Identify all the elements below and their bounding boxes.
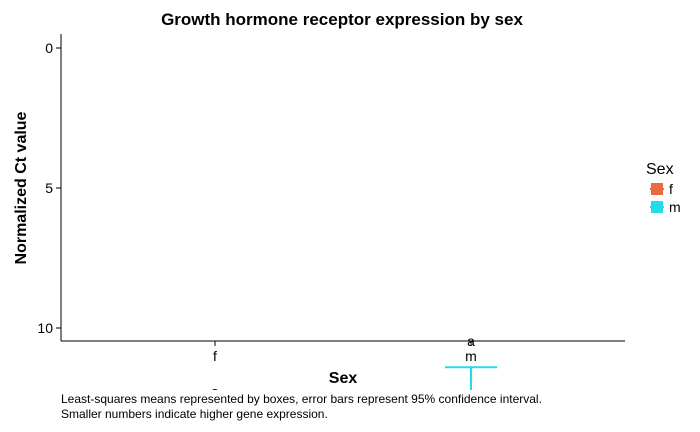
group-letter-m: a — [467, 333, 475, 349]
y-tick-label: 0 — [45, 40, 53, 56]
chart-title: Growth hormone receptor expression by se… — [161, 10, 523, 29]
legend-key-square — [651, 183, 663, 195]
legend-label: f — [669, 181, 673, 197]
group-letter-f: a — [211, 384, 219, 390]
legend-label: m — [669, 199, 681, 215]
x-tick-label: f — [213, 348, 217, 364]
y-axis-ticks: 05101520 — [37, 40, 61, 336]
chart: Growth hormone receptor expression by se… — [13, 10, 681, 390]
caption: Least-squares means represented by boxes… — [61, 392, 681, 422]
legend-title: Sex — [646, 161, 674, 178]
legend-entry-m: m — [650, 199, 681, 215]
error-bar-m — [445, 366, 497, 390]
x-tick-label: m — [465, 348, 477, 364]
y-axis-title: Normalized Ct value — [13, 111, 30, 264]
y-tick-label: 5 — [45, 180, 53, 196]
y-tick-label: 10 — [37, 320, 53, 336]
legend-key-square — [651, 201, 663, 213]
legend-entry-f: f — [650, 181, 673, 197]
x-axis-title: Sex — [329, 370, 358, 387]
legend: Sex fm — [646, 161, 681, 215]
caption-line-2: Smaller numbers indicate higher gene exp… — [61, 407, 328, 421]
data-marks: aa — [211, 333, 497, 390]
plot-area: 05101520 fm aa — [37, 34, 625, 390]
caption-line-1: Least-squares means represented by boxes… — [61, 392, 542, 406]
